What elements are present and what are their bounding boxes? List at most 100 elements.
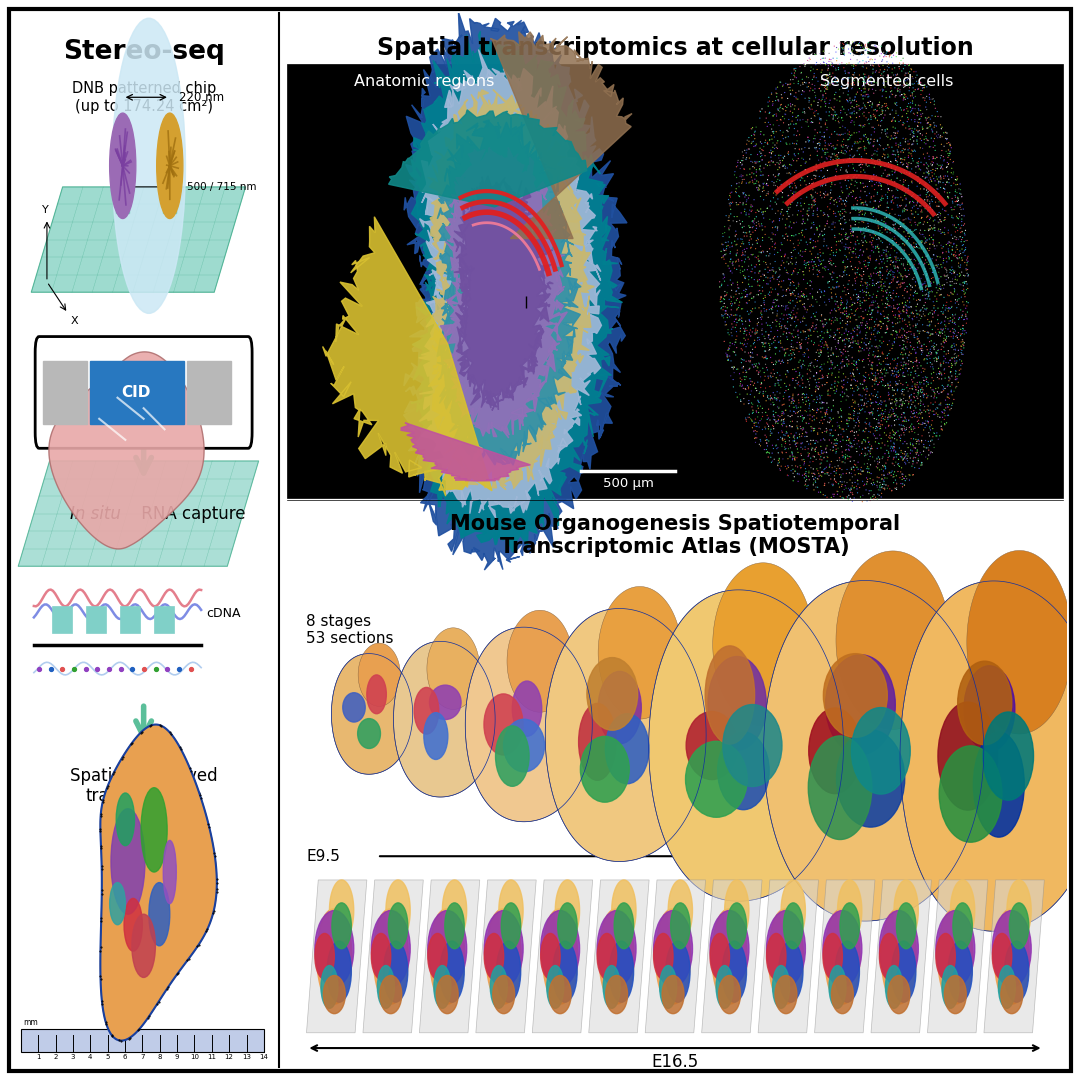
Point	[733, 152, 751, 170]
Point	[841, 309, 859, 326]
Point	[872, 177, 889, 194]
Point	[784, 386, 801, 403]
Point	[779, 228, 796, 245]
Point	[762, 192, 780, 210]
Point	[737, 323, 754, 340]
Point	[915, 302, 932, 320]
Point	[840, 102, 858, 119]
Point	[825, 345, 842, 362]
Point	[769, 457, 786, 474]
Point	[873, 396, 890, 414]
Point	[897, 447, 915, 464]
Point	[934, 174, 951, 191]
Point	[787, 69, 805, 86]
Point	[738, 411, 755, 429]
Point	[926, 305, 943, 322]
Point	[940, 310, 957, 327]
Point	[881, 401, 899, 418]
Point	[821, 361, 838, 378]
Point	[881, 181, 899, 199]
Point	[787, 214, 805, 231]
Point	[744, 349, 761, 366]
Point	[941, 396, 958, 414]
Point	[912, 292, 929, 309]
Point	[919, 401, 936, 418]
Point	[829, 348, 847, 365]
Point	[904, 120, 921, 137]
Point	[813, 445, 831, 462]
Point	[935, 167, 953, 185]
Point	[913, 342, 930, 360]
Point	[944, 306, 961, 323]
Ellipse shape	[823, 933, 842, 980]
Point	[768, 440, 785, 457]
Point	[782, 403, 799, 420]
Point	[823, 434, 840, 451]
Point	[809, 424, 826, 442]
Point	[800, 53, 818, 70]
Point	[896, 259, 914, 276]
Point	[940, 377, 957, 394]
Point	[807, 80, 824, 97]
Point	[897, 360, 915, 377]
Point	[905, 127, 922, 145]
Point	[920, 405, 937, 422]
Point	[935, 329, 953, 347]
Point	[888, 180, 905, 198]
Point	[833, 413, 850, 430]
Point	[780, 164, 797, 181]
Point	[861, 173, 878, 190]
Point	[829, 334, 847, 351]
Ellipse shape	[615, 903, 634, 948]
Point	[852, 488, 869, 505]
Point	[792, 402, 809, 419]
Point	[923, 188, 941, 205]
Point	[784, 449, 801, 467]
Point	[880, 312, 897, 329]
Point	[947, 341, 964, 359]
Point	[753, 244, 770, 261]
Point	[792, 357, 809, 375]
Point	[895, 298, 913, 315]
Point	[850, 395, 867, 413]
Point	[951, 228, 969, 245]
Point	[861, 80, 878, 97]
Point	[777, 158, 794, 175]
Point	[788, 430, 806, 447]
Point	[927, 324, 944, 341]
Point	[921, 89, 939, 106]
Point	[814, 175, 832, 192]
Point	[851, 146, 868, 163]
Point	[732, 289, 750, 307]
Point	[725, 343, 742, 361]
Point	[845, 286, 862, 303]
Point	[842, 94, 860, 111]
Point	[748, 181, 766, 199]
Point	[782, 165, 799, 183]
Point	[734, 274, 752, 292]
Point	[894, 332, 912, 349]
Point	[778, 129, 795, 146]
Point	[915, 436, 932, 454]
Point	[809, 206, 826, 224]
Point	[747, 175, 765, 192]
Point	[892, 427, 909, 444]
Point	[742, 305, 759, 322]
Point	[796, 295, 813, 312]
Point	[806, 84, 823, 102]
Point	[894, 231, 912, 248]
Point	[783, 248, 800, 266]
Point	[728, 307, 745, 324]
Point	[869, 238, 887, 255]
Point	[858, 145, 875, 162]
Point	[740, 234, 757, 252]
Point	[923, 325, 941, 342]
Point	[869, 402, 887, 419]
Point	[895, 102, 913, 119]
Point	[923, 321, 941, 338]
Point	[874, 103, 891, 120]
Point	[906, 424, 923, 442]
Point	[905, 287, 922, 305]
Point	[934, 303, 951, 321]
Point	[942, 137, 959, 154]
